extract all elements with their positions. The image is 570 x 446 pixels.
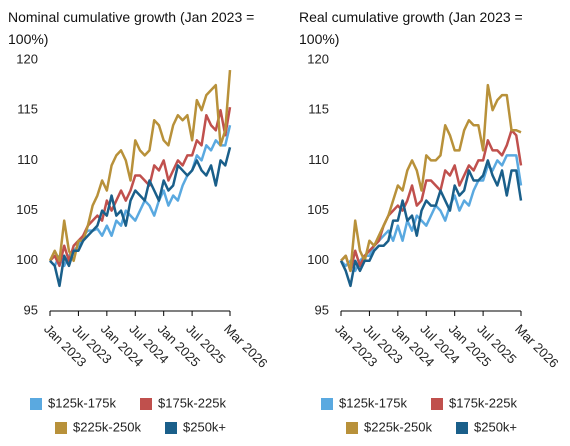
legend-label: $225k-250k [73,419,141,434]
series-line [49,147,232,288]
legend-swatch [30,398,42,410]
y-tick-label: 115 [308,102,329,117]
legend-swatch [321,398,333,410]
legend-label: $250k+ [183,419,226,434]
legend-label: $225k-250k [364,419,432,434]
legend-swatch [165,422,177,434]
series-line [48,69,232,263]
y-tick-label: 100 [307,252,329,267]
legend-swatch [456,422,468,434]
y-tick-label: 120 [307,51,329,66]
series-line [339,159,523,288]
legend-swatch [140,398,152,410]
y-tick-label: 115 [17,102,38,117]
series-line [49,124,232,268]
y-tick-label: 100 [16,252,38,267]
legend-label: $125k-175k [339,395,407,410]
y-tick-label: 110 [17,152,38,167]
y-tick-label: 95 [315,302,329,317]
x-tick-label: Mar 2026 [512,321,561,370]
legend-label: $175k-225k [449,395,517,410]
series-line [49,106,232,268]
legend-label: $175k-225k [158,395,226,410]
chart-title: Nominal cumulative growth (Jan 2023 = 10… [8,9,255,47]
y-tick-label: 120 [16,51,38,66]
y-tick-label: 95 [24,302,38,317]
y-tick-label: 110 [308,152,329,167]
x-tick-label: Mar 2026 [221,321,270,370]
legend-label: $125k-175k [48,395,116,410]
y-tick-label: 105 [307,202,329,217]
legend-swatch [346,422,358,434]
chart-title: Real cumulative growth (Jan 2023 = 100%) [299,9,523,47]
legend-label: $250k+ [474,419,517,434]
y-tick-label: 105 [16,202,38,217]
legend-swatch [55,422,67,434]
series-line [340,83,522,273]
legend-swatch [431,398,443,410]
series-line [340,129,523,273]
